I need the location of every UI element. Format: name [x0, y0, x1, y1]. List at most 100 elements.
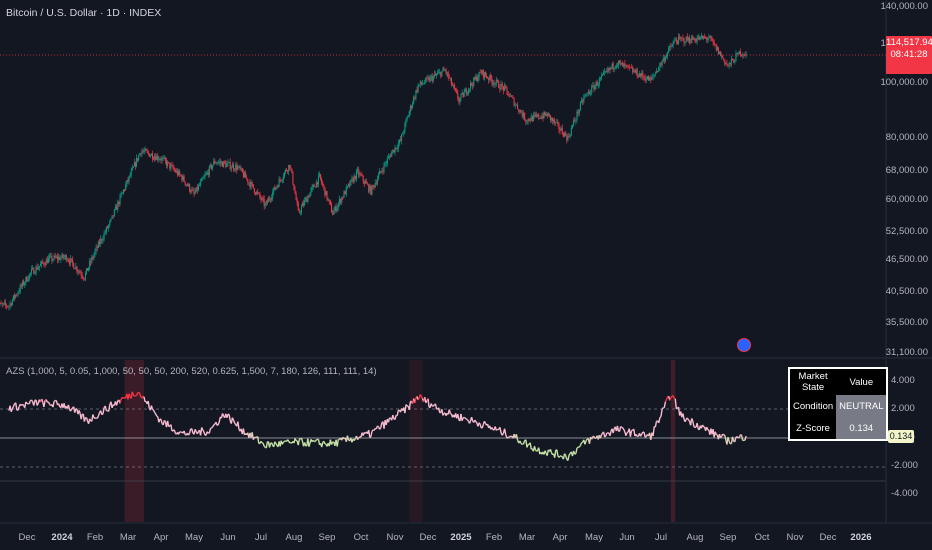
candle-body [148, 153, 150, 157]
candle-body [650, 77, 652, 80]
candle-body [574, 120, 576, 122]
candle-body [351, 178, 353, 180]
candle-body [418, 84, 420, 86]
candle-body [186, 184, 188, 186]
candle-body [504, 85, 506, 91]
candle-body [218, 161, 220, 163]
zscore-segment [138, 391, 141, 394]
candle-body [592, 85, 594, 87]
zscore-segment [495, 428, 498, 431]
candle-body [647, 76, 650, 81]
zscore-segment [260, 440, 263, 444]
candle-body [637, 76, 639, 78]
candle-body [368, 184, 370, 192]
zscore-segment [41, 398, 44, 403]
candle-body [597, 84, 599, 86]
candle-body [278, 179, 280, 187]
candle-body [346, 185, 348, 188]
candle-body [140, 153, 142, 155]
candle-body [293, 184, 295, 190]
candle-body [693, 39, 695, 40]
zscore-segment [684, 418, 687, 423]
zscore-segment [396, 410, 399, 416]
zscore-segment [462, 416, 465, 419]
candle-body [296, 200, 298, 204]
candle-body [652, 76, 654, 77]
zscore-segment [284, 440, 286, 443]
candle-body [381, 170, 383, 172]
zscore-segment [674, 398, 678, 409]
candle-body [730, 58, 732, 65]
candle-body [380, 171, 382, 172]
zscore-segment [275, 442, 278, 446]
time-axis-label: Jun [619, 532, 635, 543]
candle-body [723, 58, 725, 60]
candle-body [279, 179, 281, 181]
candle-body [58, 256, 60, 260]
candle-body [456, 90, 458, 93]
zscore-segment [369, 436, 372, 438]
zscore-segment [742, 439, 745, 442]
candle-body [165, 160, 168, 166]
candle-body [2, 303, 4, 305]
candle-body [546, 113, 548, 117]
candle-body [561, 128, 563, 134]
candle-body [470, 83, 472, 89]
candle-body [191, 189, 193, 193]
candle-body [277, 185, 279, 187]
zscore-segment [196, 431, 200, 435]
candle-body [374, 182, 376, 188]
candle-body [490, 75, 492, 79]
indicator-title[interactable]: AZS (1,000, 5, 0.05, 1,000, 50, 50, 50, … [6, 366, 377, 377]
candle-body [543, 111, 545, 119]
candle-body [745, 53, 747, 56]
zscore-segment [143, 396, 146, 402]
candle-body [196, 187, 198, 191]
zscore-segment [282, 440, 285, 443]
candle-body [62, 254, 64, 258]
candle-body [49, 256, 51, 258]
zscore-segment [294, 438, 297, 442]
zscore-segment [736, 436, 739, 439]
zscore-segment [370, 431, 373, 437]
candle-body [541, 116, 543, 119]
candle-body [491, 78, 493, 84]
candle-body [382, 170, 384, 172]
candle-body [65, 255, 67, 261]
candle-body [452, 85, 455, 87]
candle-body [442, 68, 444, 72]
candle-body [608, 68, 610, 71]
candle-body [425, 77, 427, 83]
zscore-segment [574, 452, 577, 455]
candle-body [119, 195, 121, 205]
candle-body [586, 92, 588, 95]
candle-body [347, 183, 350, 186]
us-flag-icon[interactable] [737, 338, 751, 352]
candle-body [285, 169, 288, 171]
zscore-segment [604, 435, 607, 438]
symbol-title[interactable]: Bitcoin / U.S. Dollar · 1D · INDEX [6, 7, 162, 19]
candle-body [147, 151, 149, 154]
zscore-segment [83, 417, 87, 422]
candle-body [220, 162, 222, 164]
candle-body [35, 266, 37, 274]
zscore-segment [629, 430, 633, 437]
candle-body [466, 92, 468, 95]
candle-body [36, 266, 38, 270]
candle-body [618, 60, 621, 63]
zscore-segment [474, 419, 477, 422]
zscore-segment [558, 455, 561, 458]
candle-body [404, 123, 406, 132]
candle-body [587, 91, 589, 93]
candle-body [101, 238, 103, 241]
zscore-segment [600, 432, 604, 436]
candle-body [457, 92, 459, 99]
candle-body [562, 133, 564, 137]
zscore-segment [483, 420, 487, 424]
indicator-axis-tick: -2.000 [891, 460, 918, 471]
zscore-segment [529, 442, 532, 450]
candle-body [193, 190, 195, 194]
zscore-segment [128, 393, 131, 397]
candle-body [412, 103, 414, 108]
